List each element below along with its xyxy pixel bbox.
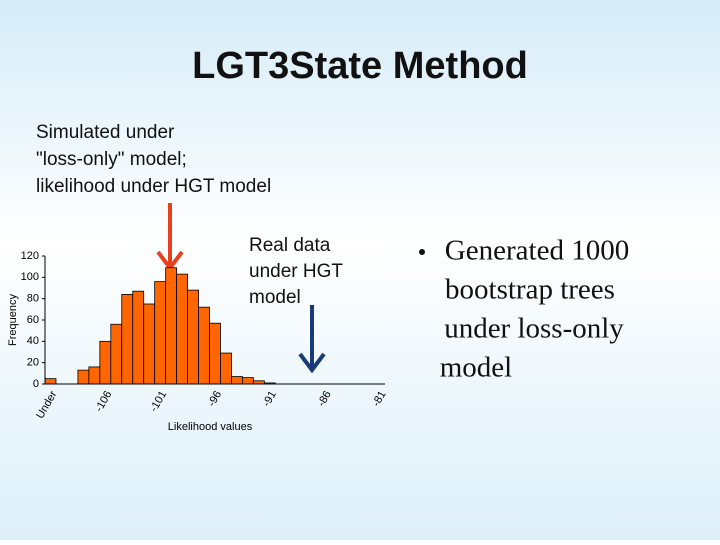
y-tick-label: 60	[27, 314, 39, 326]
annotation-line: Simulated under	[36, 122, 175, 143]
bar	[110, 323, 123, 385]
y-tick-label: 40	[27, 335, 39, 347]
bar	[231, 376, 243, 385]
arrow-head	[298, 352, 326, 374]
y-tick-label: 0	[33, 378, 39, 390]
y-axis-label: Frequency	[7, 294, 19, 346]
bar	[209, 322, 221, 385]
bar	[132, 290, 145, 385]
bullet-line: under loss-only	[444, 313, 624, 345]
bar	[187, 289, 199, 385]
x-axis-label: Likelihood values	[168, 421, 253, 433]
bar	[77, 369, 90, 385]
bullet-dot	[419, 249, 425, 255]
annotation-line: Real data	[249, 235, 331, 256]
blue-arrow	[298, 305, 326, 374]
slide-title: LGT3State Method	[192, 45, 528, 87]
bar	[44, 378, 57, 385]
y-tick-label: 100	[21, 271, 39, 283]
annotation-line: model	[249, 287, 301, 308]
y-tick-label: 20	[27, 357, 39, 369]
bar	[121, 293, 134, 385]
annotation-left: Simulated under "loss-only" model; likel…	[36, 122, 271, 197]
bullet-line: model	[440, 352, 513, 384]
bar	[143, 303, 156, 385]
bar	[198, 306, 210, 385]
bar	[176, 273, 188, 385]
annotation-line: likelihood under HGT model	[36, 176, 271, 197]
bar	[88, 366, 101, 385]
bar	[99, 340, 112, 385]
y-tick-label: 120	[21, 250, 39, 262]
bar	[154, 281, 167, 385]
bullet-line: Generated 1000	[445, 235, 629, 267]
bar	[220, 352, 232, 385]
annotation-right: Real data under HGT model	[249, 235, 343, 308]
annotation-line: under HGT	[249, 261, 343, 282]
annotation-line: "loss-only" model;	[36, 149, 187, 170]
bullet-text: Generated 1000 bootstrap trees under los…	[440, 235, 629, 384]
bar	[165, 267, 178, 385]
bar	[242, 377, 254, 385]
y-tick-label: 80	[27, 293, 39, 305]
bullet-line: bootstrap trees	[445, 274, 615, 306]
